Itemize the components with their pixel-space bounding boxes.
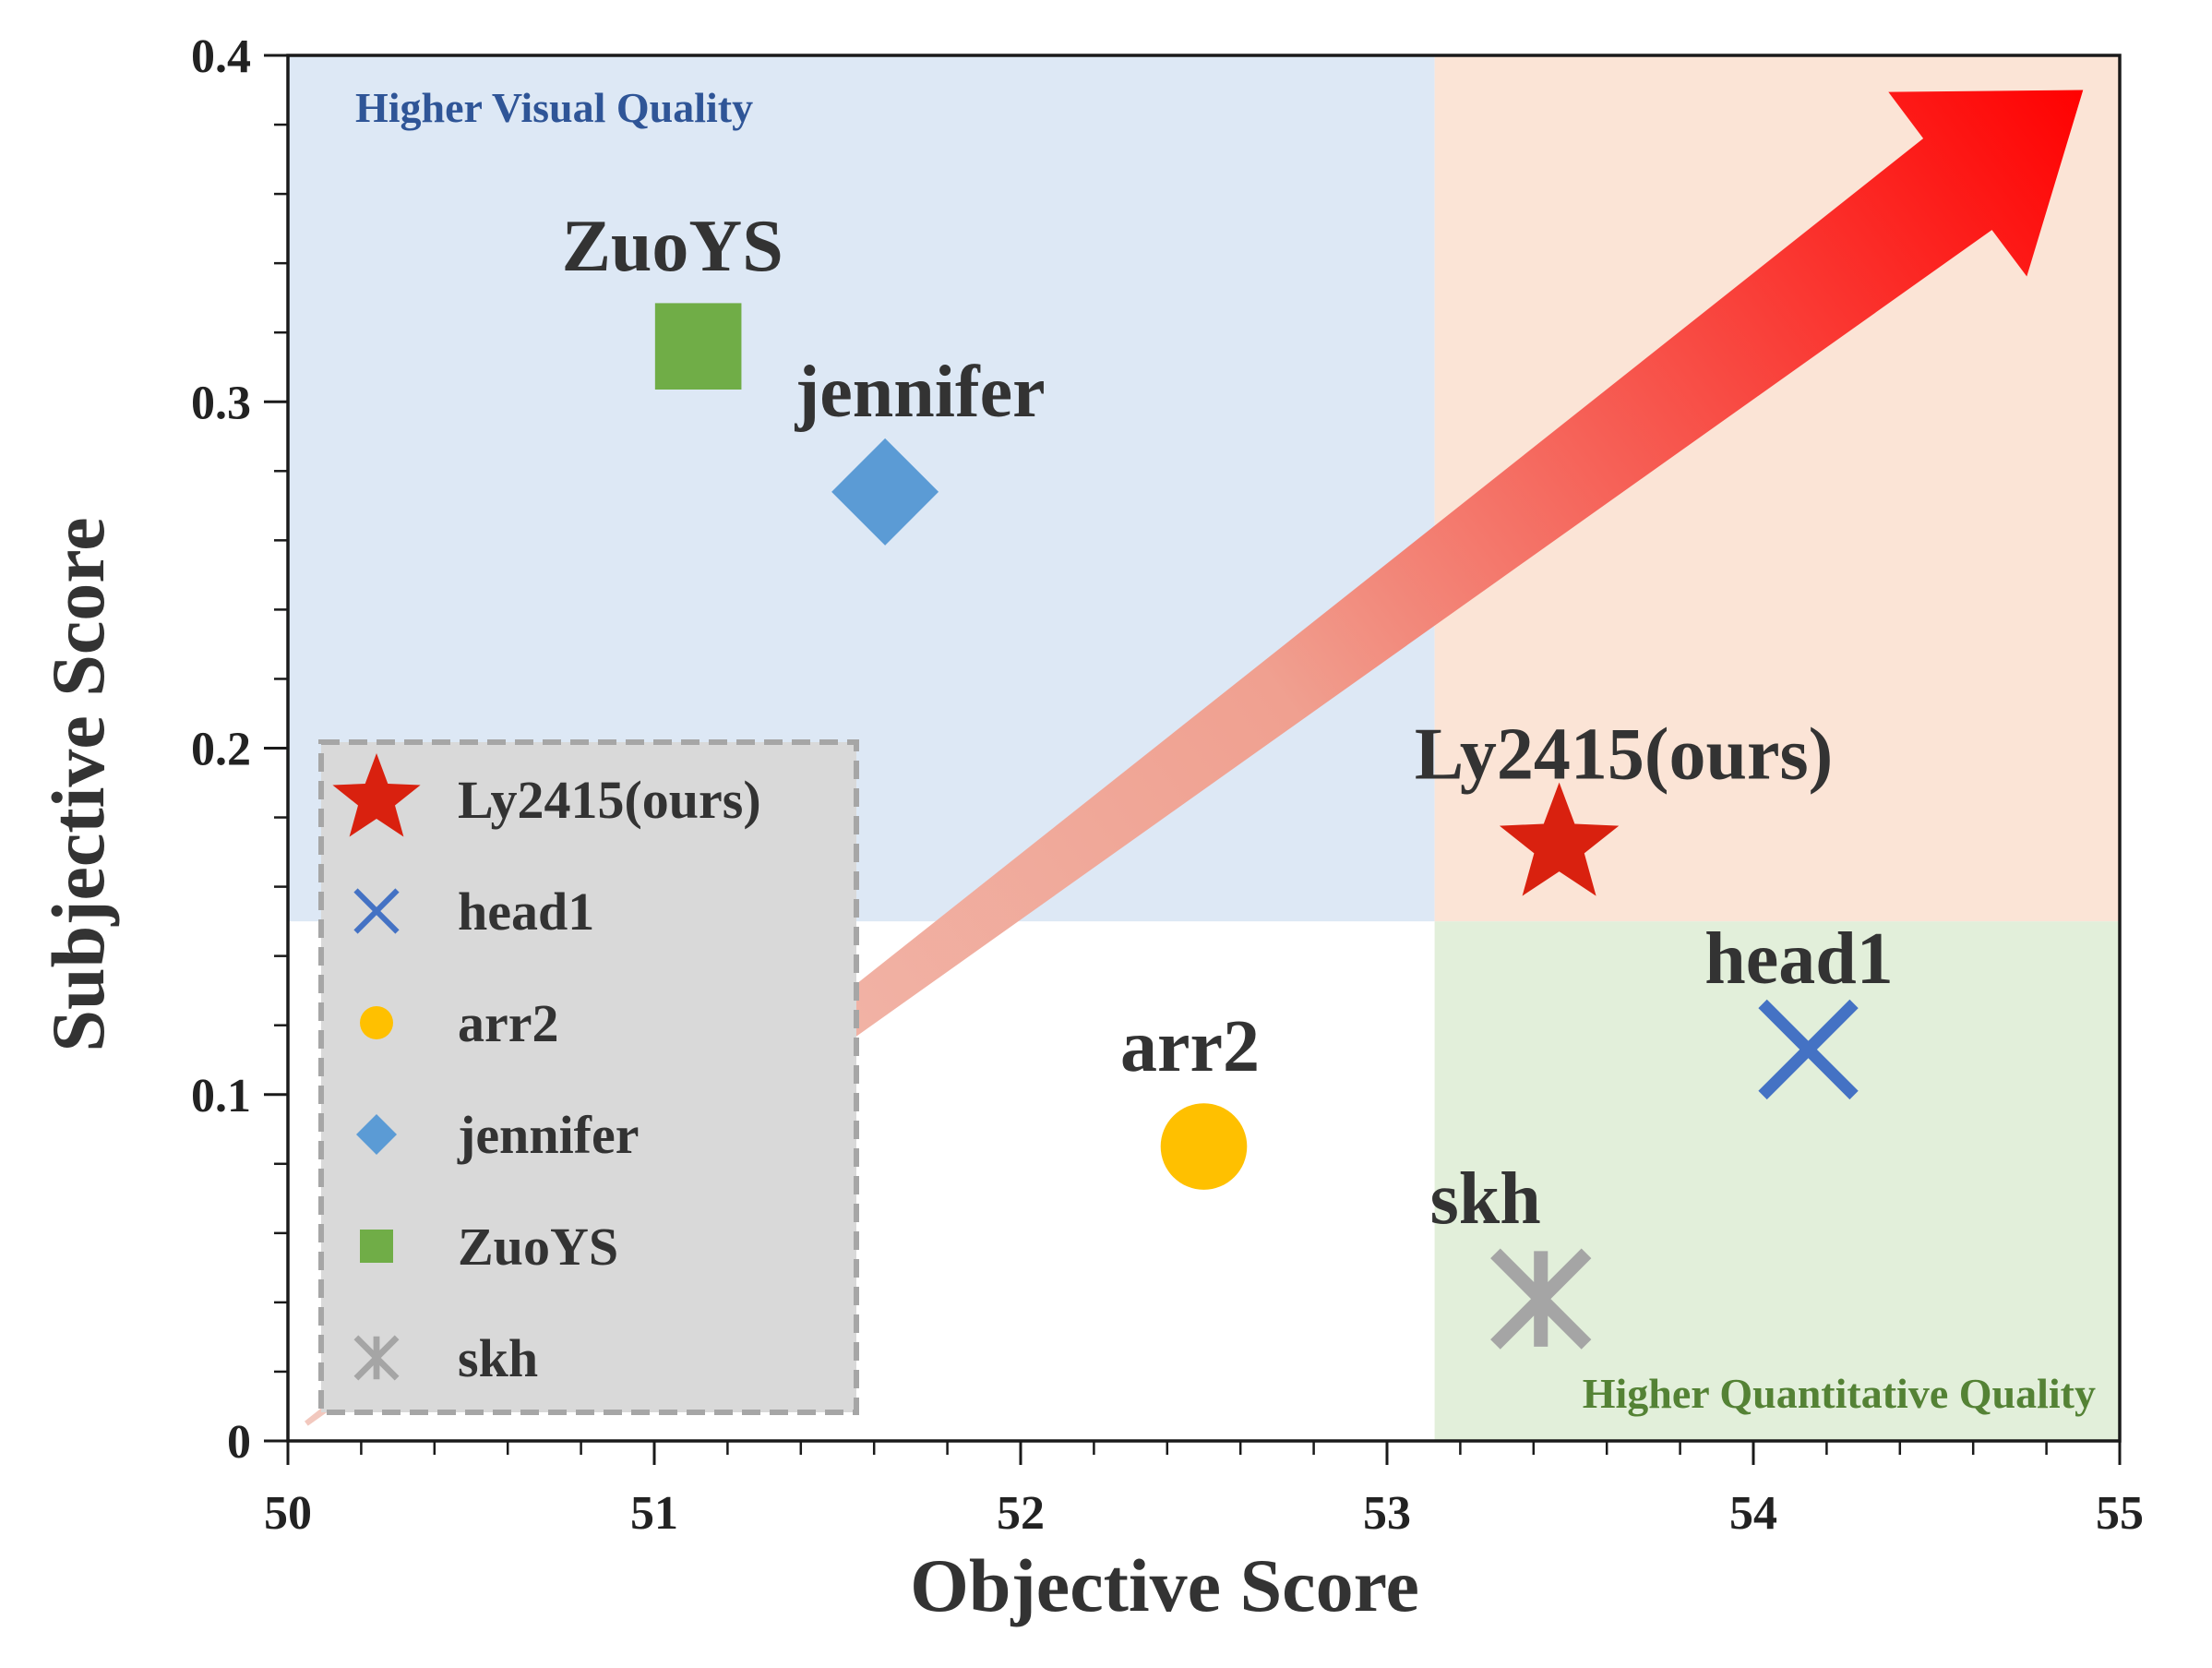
legend-marker-arr2 [360,1006,393,1039]
x-tick-label: 53 [1363,1487,1411,1540]
legend-label-jennifer: jennifer [457,1105,640,1165]
point-label-head1: head1 [1704,918,1894,1000]
point-label-jennifer: jennifer [795,352,1046,433]
legend-label-head1: head1 [458,882,594,942]
y-tick-label: 0 [227,1416,251,1469]
data-point-skh [1490,1248,1592,1350]
x-tick-label: 55 [2096,1487,2144,1540]
point-label-zuoys: ZuoYS [562,206,783,287]
axes-layer: 50 51 52 53 54 55 0 0.1 0.2 0.3 0.4 [191,30,2144,1540]
region-higher-quantitative-quality [1434,921,2120,1441]
point-label-ly2415-ours: Ly2415(ours) [1415,714,1833,796]
y-tick-label: 0.2 [191,724,251,776]
y-tick-label: 0.3 [191,377,251,429]
legend-label-zuoys: ZuoYS [458,1217,618,1277]
legend-label-arr2: arr2 [458,993,559,1053]
data-point-arr2 [1160,1103,1248,1190]
legend-marker-jennifer [356,1114,397,1155]
point-label-skh: skh [1430,1158,1541,1240]
legend-marker-head1 [353,888,400,934]
legend-label-skh: skh [458,1328,538,1388]
x-axis-title: Objective Score [910,1543,1419,1627]
data-point-zuoys [654,303,742,390]
point-label-arr2: arr2 [1120,1006,1260,1087]
legend-box [318,739,859,1415]
region-label-higher-quantitative-quality: Higher Quantitative Quality [1583,1370,2096,1417]
x-tick-label: 52 [997,1487,1045,1540]
legend-label-ly2415-ours: Ly2415(ours) [458,770,761,830]
legend: Ly2415(ours) head1 arr2 jennifer ZuoYS skh [318,739,859,1415]
data-point-jennifer [831,438,939,546]
x-tick-label: 54 [1729,1487,1777,1540]
legend-marker-ly2415-ours [332,753,421,837]
region-label-higher-visual-quality: Higher Visual Quality [355,84,753,131]
region-labels-layer: Higher Visual Quality Higher Quantitativ… [355,84,2096,1417]
data-point-ly2415-ours [1499,782,1620,896]
x-tick-label: 50 [264,1487,312,1540]
y-tick-label: 0.1 [191,1070,251,1122]
x-tick-label: 51 [630,1487,678,1540]
y-tick-label: 0.4 [191,30,251,83]
data-point-head1 [1758,999,1859,1100]
legend-marker-zuoys [360,1230,393,1263]
y-axis-title: Subjective Score [36,517,120,1051]
legend-marker-skh [353,1335,400,1381]
